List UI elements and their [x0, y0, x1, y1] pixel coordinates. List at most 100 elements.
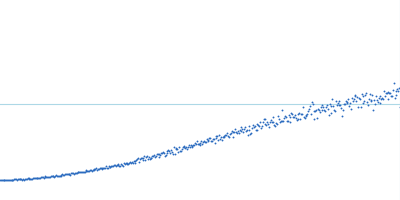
Point — [386, 91, 392, 95]
Point — [321, 109, 328, 112]
Point — [29, 177, 35, 180]
Point — [358, 105, 364, 109]
Point — [185, 146, 191, 149]
Point — [370, 108, 376, 112]
Point — [313, 108, 320, 111]
Point — [115, 163, 122, 166]
Point — [122, 162, 128, 166]
Point — [95, 168, 101, 171]
Point — [202, 141, 209, 144]
Point — [197, 141, 204, 145]
Point — [270, 120, 276, 124]
Point — [258, 126, 264, 129]
Point — [45, 175, 51, 178]
Point — [317, 110, 323, 114]
Point — [155, 155, 162, 158]
Point — [174, 148, 180, 151]
Point — [254, 122, 261, 125]
Point — [205, 138, 212, 141]
Point — [376, 102, 383, 105]
Point — [204, 138, 210, 141]
Point — [167, 151, 173, 154]
Point — [349, 96, 355, 99]
Point — [52, 174, 58, 178]
Point — [392, 89, 399, 93]
Point — [222, 133, 228, 136]
Point — [0, 179, 7, 182]
Point — [36, 177, 42, 180]
Point — [237, 130, 244, 133]
Point — [160, 150, 166, 153]
Point — [96, 166, 103, 169]
Point — [374, 99, 380, 102]
Point — [275, 115, 281, 118]
Point — [395, 89, 400, 93]
Point — [137, 157, 143, 160]
Point — [378, 98, 384, 101]
Point — [146, 155, 152, 158]
Point — [292, 113, 298, 116]
Point — [302, 116, 308, 119]
Point — [216, 133, 222, 136]
Point — [292, 116, 299, 119]
Point — [208, 139, 214, 142]
Point — [34, 176, 41, 179]
Point — [91, 167, 98, 170]
Point — [379, 96, 385, 99]
Point — [279, 119, 286, 123]
Point — [310, 102, 316, 105]
Point — [331, 109, 337, 112]
Point — [178, 147, 185, 151]
Point — [139, 159, 146, 162]
Point — [392, 96, 398, 100]
Point — [332, 110, 338, 113]
Point — [361, 99, 368, 103]
Point — [261, 122, 268, 126]
Point — [212, 134, 219, 137]
Point — [151, 153, 157, 156]
Point — [145, 157, 151, 160]
Point — [298, 113, 304, 116]
Point — [5, 178, 11, 181]
Point — [172, 152, 178, 155]
Point — [247, 132, 254, 135]
Point — [307, 104, 313, 107]
Point — [75, 170, 82, 173]
Point — [157, 153, 164, 157]
Point — [82, 170, 88, 173]
Point — [20, 178, 26, 181]
Point — [109, 164, 116, 167]
Point — [87, 169, 93, 172]
Point — [318, 105, 324, 108]
Point — [268, 118, 274, 121]
Point — [257, 120, 263, 123]
Point — [129, 160, 135, 164]
Point — [147, 156, 154, 160]
Point — [6, 178, 12, 182]
Point — [50, 175, 57, 178]
Point — [85, 170, 91, 173]
Point — [273, 121, 279, 124]
Point — [300, 115, 307, 118]
Point — [114, 164, 121, 167]
Point — [225, 134, 231, 138]
Point — [341, 102, 347, 105]
Point — [295, 118, 302, 121]
Point — [388, 95, 394, 98]
Point — [199, 142, 206, 146]
Point — [266, 126, 272, 129]
Point — [183, 146, 189, 149]
Point — [90, 169, 97, 172]
Point — [106, 165, 113, 168]
Point — [226, 135, 232, 139]
Point — [350, 98, 357, 101]
Point — [31, 176, 37, 179]
Point — [260, 120, 266, 123]
Point — [133, 158, 140, 161]
Point — [346, 104, 352, 108]
Point — [131, 161, 138, 165]
Point — [186, 145, 193, 148]
Point — [297, 117, 304, 121]
Point — [163, 150, 170, 153]
Point — [362, 93, 368, 96]
